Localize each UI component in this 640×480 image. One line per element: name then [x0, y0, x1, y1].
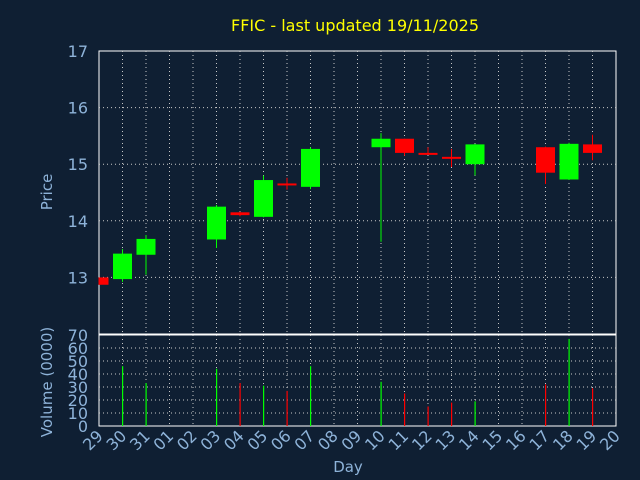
- volume-bar: [145, 383, 147, 426]
- volume-bar: [216, 368, 218, 426]
- candle-body-up: [136, 238, 156, 255]
- candle-body-down: [277, 183, 297, 186]
- candle-body-down: [442, 156, 461, 159]
- volume-bar: [427, 406, 429, 426]
- candle-body-down: [583, 144, 602, 153]
- price-panel: 13 14 15 16 17: [68, 42, 617, 335]
- candle-body-down: [536, 147, 555, 173]
- candle-body-up: [465, 144, 485, 165]
- price-axis-label: Price: [38, 174, 56, 211]
- volume-bar: [263, 385, 265, 426]
- volume-bar: [286, 390, 288, 426]
- volume-tick-label: 30: [68, 378, 88, 397]
- price-tick-label: 16: [68, 99, 88, 118]
- candle-body-up: [207, 206, 226, 240]
- volume-tick-label: 40: [68, 365, 88, 384]
- candle-body-up: [301, 148, 320, 187]
- candle-body-down: [230, 212, 250, 216]
- volume-bar: [568, 338, 570, 426]
- x-tick-labels: 2930310102030405060708091011121314151617…: [79, 426, 624, 454]
- price-tick-label: 14: [68, 212, 88, 231]
- volume-axis-label: Volume (0000): [38, 327, 56, 437]
- volume-tick-label: 20: [68, 391, 88, 410]
- volume-tick-label: 50: [68, 352, 88, 371]
- volume-bar: [122, 366, 124, 426]
- volume-tick-label: 0: [78, 417, 88, 436]
- volume-tick-label: 60: [68, 339, 88, 358]
- volume-tick-label: 10: [68, 404, 88, 423]
- candle-body-down: [99, 277, 109, 285]
- price-tick-label: 17: [68, 42, 88, 61]
- volume-bar: [310, 366, 312, 426]
- volume-bar: [404, 393, 406, 426]
- volume-bar: [239, 383, 241, 426]
- x-axis-label: Day: [333, 458, 363, 476]
- candle-body-up: [559, 143, 579, 180]
- volume-bar: [451, 402, 453, 426]
- price-tick-label: 13: [68, 268, 88, 287]
- chart-title: FFIC - last updated 19/11/2025: [231, 16, 479, 35]
- candle-body-down: [395, 138, 414, 153]
- volume-bar: [474, 401, 476, 426]
- candle-body-up: [254, 180, 273, 217]
- volume-tick-label: 70: [68, 326, 88, 345]
- volume-bar: [380, 381, 382, 426]
- candle-body-down: [418, 152, 438, 155]
- volume-bar: [545, 384, 547, 426]
- candle-body-up: [371, 138, 391, 148]
- price-tick-label: 15: [68, 155, 88, 174]
- volume-bar: [592, 388, 594, 426]
- candle-body-up: [113, 253, 132, 280]
